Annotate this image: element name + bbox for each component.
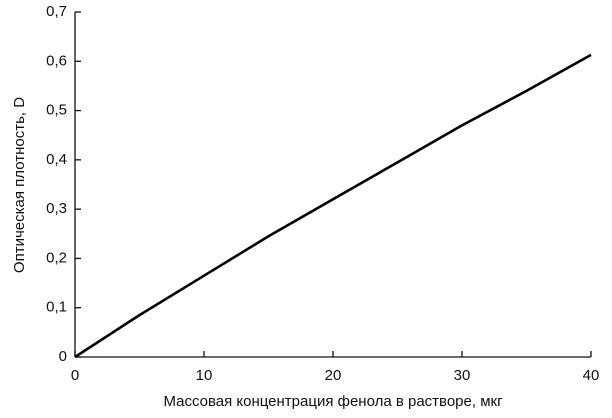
y-tick-label: 0 xyxy=(59,348,67,365)
y-tick-label: 0,7 xyxy=(46,3,67,20)
x-tick-label: 40 xyxy=(583,367,600,384)
y-tick-label: 0,4 xyxy=(46,151,67,168)
data-line xyxy=(74,53,592,359)
x-axis-label: Массовая концентрация фенола в растворе,… xyxy=(163,393,503,410)
x-tick-label: 30 xyxy=(454,367,471,384)
y-tick-label: 0,1 xyxy=(46,299,67,316)
y-tick-label: 0,5 xyxy=(46,102,67,119)
x-tick-label: 10 xyxy=(196,367,213,384)
y-tick-label: 0,6 xyxy=(46,52,67,69)
y-axis-label: Оптическая плотность, D xyxy=(11,97,28,273)
y-tick-label: 0,3 xyxy=(46,200,67,217)
x-tick-label: 0 xyxy=(71,367,79,384)
x-tick-label: 20 xyxy=(325,367,342,384)
y-tick-label: 0,2 xyxy=(46,249,67,266)
